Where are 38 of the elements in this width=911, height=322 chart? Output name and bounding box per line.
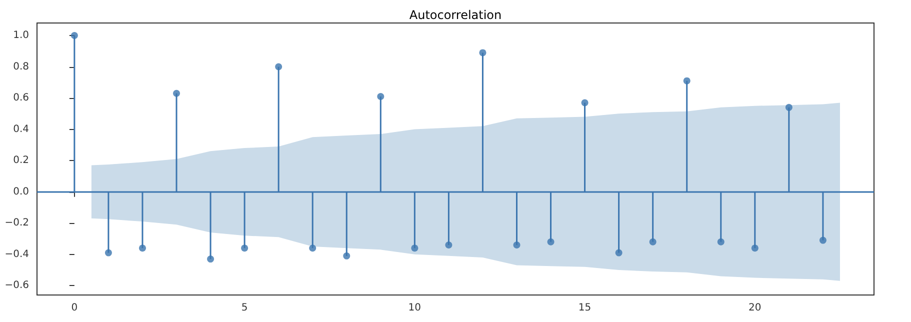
point bbox=[479, 49, 486, 56]
point bbox=[683, 77, 690, 84]
y-tick-label: −0.6 bbox=[4, 280, 29, 292]
point bbox=[377, 92, 384, 100]
point bbox=[138, 244, 146, 252]
point bbox=[207, 256, 214, 263]
y-tick-label: 0.0 bbox=[13, 186, 29, 198]
point bbox=[275, 63, 282, 70]
point bbox=[309, 244, 316, 252]
point bbox=[819, 236, 826, 244]
point bbox=[547, 238, 554, 246]
x-tick-label: 0 bbox=[71, 302, 78, 314]
point bbox=[581, 99, 588, 106]
y-tick-label: −0.4 bbox=[4, 248, 29, 260]
point bbox=[70, 32, 78, 40]
point bbox=[615, 249, 622, 256]
point bbox=[343, 252, 350, 260]
chart-title: Autocorrelation bbox=[409, 8, 502, 22]
x-tick-label: 20 bbox=[748, 302, 762, 314]
point bbox=[445, 241, 452, 248]
y-tick-label: 0.6 bbox=[13, 92, 29, 104]
y-tick-label: −0.2 bbox=[4, 218, 29, 229]
y-tick-label: 0.8 bbox=[13, 61, 29, 72]
point bbox=[751, 244, 758, 252]
point bbox=[173, 90, 180, 97]
x-tick-label: 10 bbox=[408, 302, 422, 314]
point bbox=[241, 244, 248, 252]
x-tick-label: 15 bbox=[578, 302, 592, 314]
x-tick-label: 5 bbox=[241, 302, 248, 314]
point bbox=[785, 104, 792, 111]
y-tick-label: 1.0 bbox=[13, 30, 29, 42]
point bbox=[411, 244, 418, 252]
point bbox=[104, 249, 112, 256]
point bbox=[717, 238, 724, 246]
y-tick-label: 0.2 bbox=[13, 155, 29, 166]
point bbox=[513, 241, 520, 248]
y-tick-label: 0.4 bbox=[13, 124, 29, 135]
point bbox=[649, 238, 656, 246]
